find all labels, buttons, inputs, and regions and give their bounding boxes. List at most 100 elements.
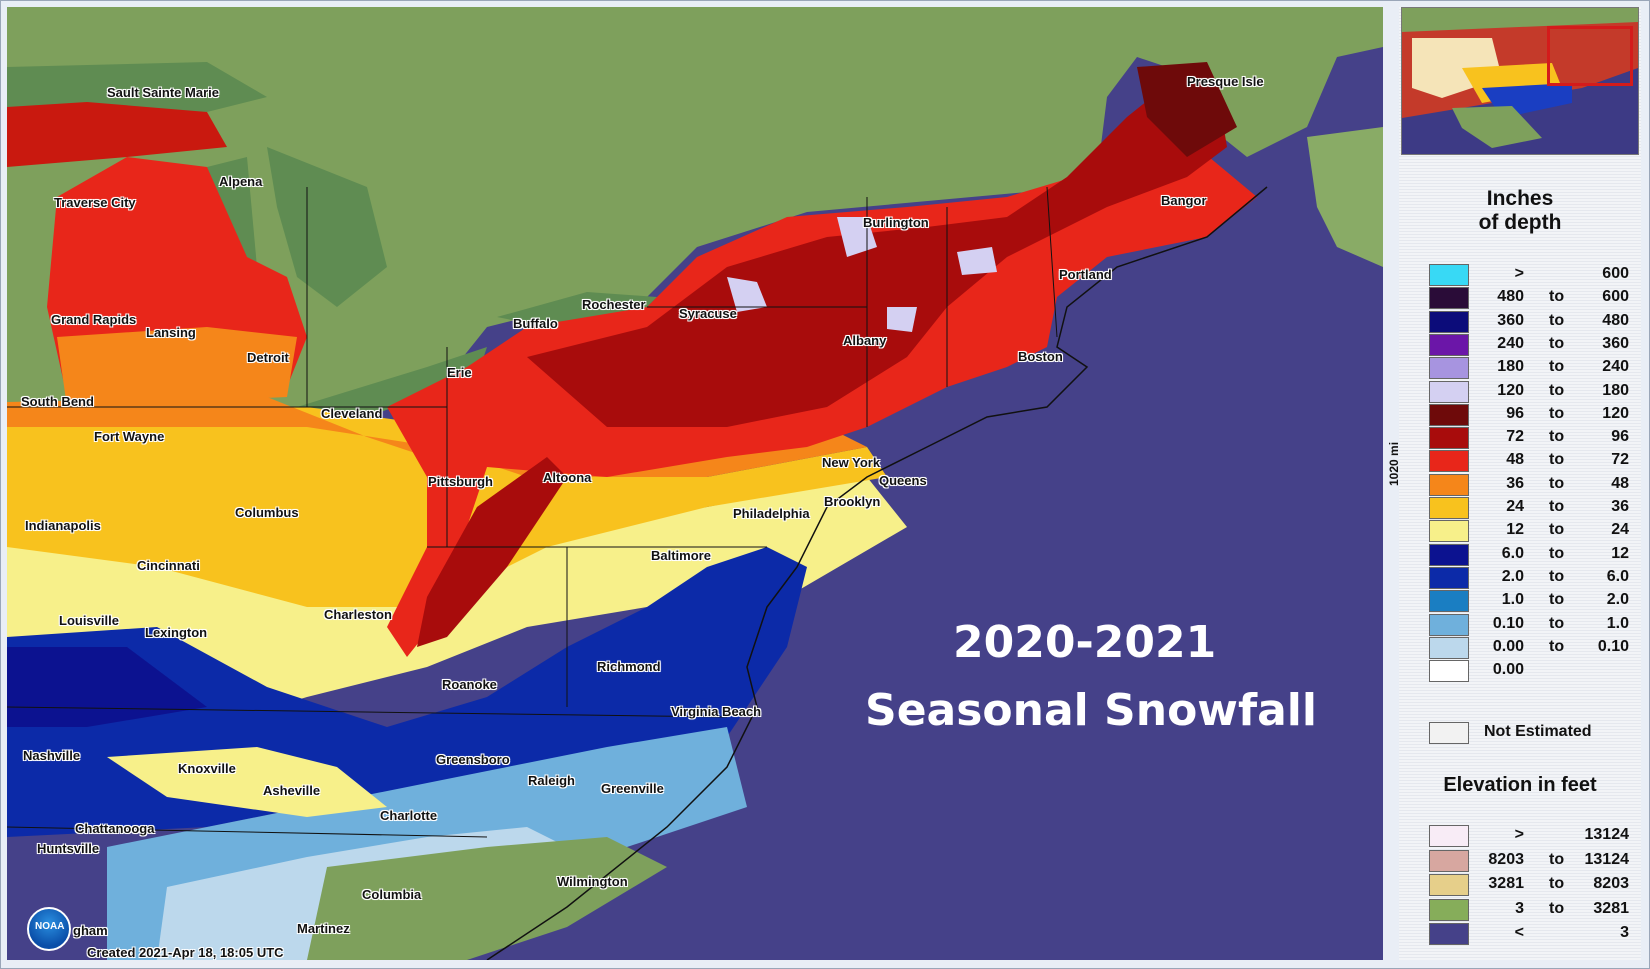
legend-lo-value: 0.10 — [1492, 614, 1524, 632]
legend-to-value: to — [1549, 474, 1565, 492]
city-label: Traverse City — [54, 195, 136, 210]
city-label: Brooklyn — [824, 494, 881, 509]
legend-row: 2.0 to 6.0 — [1429, 566, 1634, 589]
legend-lo-value: 1.0 — [1501, 591, 1524, 609]
legend-to-value: to — [1549, 875, 1565, 892]
legend-row: 8203 to 13124 — [1429, 849, 1634, 872]
snow-appalachian-ridge — [417, 457, 567, 647]
legend-to-value: to — [1549, 404, 1565, 422]
city-label: Detroit — [247, 350, 289, 365]
city-label: Queens — [879, 473, 927, 488]
legend-row: 180 to 240 — [1429, 357, 1634, 380]
legend-lo-value: 36 — [1506, 474, 1524, 492]
legend-hi-value: 13124 — [1584, 850, 1630, 868]
legend-swatch — [1429, 722, 1469, 744]
snow-up-michigan — [7, 102, 227, 167]
snow-spot-adirondack — [727, 277, 767, 312]
legend-lo-value: 12 — [1506, 521, 1524, 539]
legend-swatch — [1429, 473, 1469, 496]
legend-row: <3 — [1429, 923, 1634, 945]
state-lines — [7, 186, 1058, 838]
legend-to-value: to — [1549, 850, 1565, 868]
legend-swatch — [1429, 898, 1469, 921]
map-title: 2020-2021 — [953, 617, 1217, 668]
legend-row: 48 to 72 — [1429, 450, 1634, 473]
city-label: Pittsburgh — [428, 474, 493, 489]
legend-hi-value: 360 — [1602, 334, 1629, 352]
legend-row: >600 — [1429, 264, 1634, 286]
legend-row: 24 to 36 — [1429, 497, 1634, 519]
legend-panel: Inches of depth >600 480 to 600 360 to 480 240 t… — [1399, 7, 1641, 960]
legend-swatch — [1429, 636, 1469, 659]
legend-swatch — [1429, 660, 1469, 683]
legend-to-value: to — [1549, 311, 1565, 329]
city-label: Portland — [1059, 267, 1112, 282]
legend-to-value: to — [1549, 591, 1565, 609]
lake-huron — [267, 147, 387, 307]
depth-legend-title: Inches of depth — [1399, 187, 1641, 235]
legend-row: 72 to 96 — [1429, 427, 1634, 450]
legend-lo-value: 3 — [1515, 899, 1524, 917]
legend-lo-value: 8203 — [1488, 850, 1524, 868]
elevation-legend-title: Elevation in feet — [1443, 774, 1597, 796]
legend-row: 360 to 480 — [1429, 310, 1634, 333]
legend-lo-value: 480 — [1497, 288, 1524, 306]
legend-hi-value: 8203 — [1593, 875, 1629, 892]
depth-legend-title-line2: of depth — [1478, 211, 1562, 234]
legend-lo-value: < — [1514, 924, 1524, 941]
legend-hi-value: 48 — [1611, 474, 1629, 492]
city-label: Boston — [1018, 349, 1063, 364]
coastline — [486, 186, 1268, 960]
legend-lo-value: 2.0 — [1501, 567, 1524, 585]
legend-lo-value: > — [1514, 265, 1524, 282]
city-label: Bangor — [1161, 193, 1207, 208]
legend-hi-value: 3281 — [1593, 899, 1629, 917]
city-label: Charlotte — [380, 808, 438, 823]
city-label: Knoxville — [178, 761, 236, 776]
city-label: Richmond — [597, 659, 661, 674]
legend-hi-value: 480 — [1602, 311, 1629, 329]
legend-row: 0.00 — [1429, 660, 1634, 683]
city-label: Asheville — [263, 783, 321, 798]
legend-hi-value: 0.10 — [1597, 637, 1629, 655]
legend-hi-value: 12 — [1611, 544, 1629, 562]
not-estimated-label: Not Estimated — [1484, 723, 1592, 740]
noaa-logo-text: NOAA — [35, 921, 65, 932]
legend-row: 3 to 3281 — [1429, 898, 1634, 921]
city-label: New York — [822, 455, 881, 470]
snowfall-map[interactable]: Sault Sainte Marie Presque Isle Alpena T… — [7, 7, 1383, 960]
no-snow-land — [307, 837, 667, 960]
legend-row: 120 to 180 — [1429, 380, 1634, 403]
city-label: Greensboro — [436, 752, 510, 767]
overview-inset-map[interactable] — [1401, 7, 1639, 155]
legend-swatch — [1429, 849, 1469, 872]
legend-to-value: to — [1549, 567, 1565, 585]
legend-row: 240 to 360 — [1429, 333, 1634, 356]
legend-swatch — [1429, 566, 1469, 589]
city-label: Sault Sainte Marie — [107, 85, 219, 100]
legend-lo-value: 360 — [1497, 311, 1524, 329]
legend-swatch — [1429, 520, 1469, 543]
legend-swatch — [1429, 427, 1469, 450]
legend-hi-value: 3 — [1620, 924, 1629, 941]
city-label: Martinez — [297, 921, 350, 936]
city-label: Grand Rapids — [51, 312, 137, 327]
legend-swatch — [1429, 825, 1469, 847]
snow-band-72-96 — [527, 77, 1227, 427]
legend-hi-value: 600 — [1602, 265, 1629, 282]
legend-hi-value: 600 — [1602, 288, 1629, 306]
legend-row: 36 to 48 — [1429, 473, 1634, 496]
legend-to-value: to — [1549, 614, 1565, 632]
legend-to-value: to — [1549, 899, 1565, 917]
legend-row: 3281 to 8203 — [1429, 874, 1634, 896]
city-label: Fort Wayne — [94, 429, 165, 444]
city-label: Albany — [843, 333, 887, 348]
legend-lo-value: 180 — [1497, 358, 1524, 376]
city-label: Louisville — [59, 613, 119, 628]
depth-legend-title-line1: Inches — [1486, 187, 1554, 210]
city-label: Altoona — [543, 470, 592, 485]
city-label: Lansing — [146, 325, 196, 340]
legend-to-value: to — [1549, 358, 1565, 376]
inset-focus-box — [1547, 26, 1633, 86]
